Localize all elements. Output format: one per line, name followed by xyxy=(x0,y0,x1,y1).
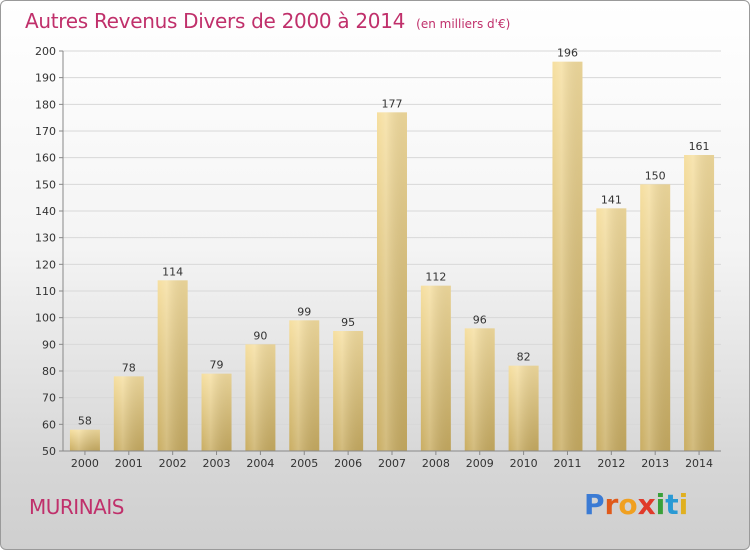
bar-value-label: 141 xyxy=(601,193,622,206)
x-tick-label: 2008 xyxy=(422,457,450,470)
bar-value-label: 112 xyxy=(425,271,446,284)
x-tick-label: 2002 xyxy=(159,457,187,470)
y-tick-label: 170 xyxy=(35,125,56,138)
bar-shading xyxy=(420,285,451,451)
bar-shading xyxy=(464,328,495,451)
bar-value-label: 79 xyxy=(210,359,224,372)
y-tick-label: 70 xyxy=(42,392,56,405)
logo-letter: i xyxy=(655,488,666,521)
x-tick-label: 2007 xyxy=(378,457,406,470)
commune-name: MURINAIS xyxy=(29,495,124,519)
bar-value-label: 95 xyxy=(341,316,355,329)
y-tick-label: 180 xyxy=(35,98,56,111)
x-tick-label: 2014 xyxy=(685,457,713,470)
bar-value-label: 196 xyxy=(557,47,578,60)
bar-value-label: 82 xyxy=(517,351,531,364)
y-tick-label: 190 xyxy=(35,72,56,85)
bar-shading xyxy=(596,208,627,451)
y-tick-label: 200 xyxy=(35,45,56,58)
logo-letter: t xyxy=(665,488,679,521)
x-tick-label: 2012 xyxy=(597,457,625,470)
y-tick-label: 80 xyxy=(42,365,56,378)
y-tick-label: 60 xyxy=(42,418,56,431)
bar-shading xyxy=(69,429,100,451)
bar-value-label: 78 xyxy=(122,361,136,374)
bar-shading xyxy=(289,320,320,451)
y-tick-label: 150 xyxy=(35,178,56,191)
bar-value-label: 177 xyxy=(382,97,403,110)
x-tick-label: 2006 xyxy=(334,457,362,470)
bar-shading xyxy=(684,155,715,451)
x-tick-label: 2010 xyxy=(510,457,538,470)
logo-letter: o xyxy=(618,488,638,521)
bar-value-label: 114 xyxy=(162,265,183,278)
y-tick-label: 160 xyxy=(35,152,56,165)
chart-subtitle: (en milliers d'€) xyxy=(416,17,511,31)
bar-shading xyxy=(552,61,583,452)
bar-value-label: 58 xyxy=(78,415,92,428)
bar-shading xyxy=(640,184,671,452)
bar-value-label: 150 xyxy=(645,169,666,182)
bar-value-label: 161 xyxy=(689,140,710,153)
y-tick-label: 140 xyxy=(35,205,56,218)
bar-shading xyxy=(201,373,232,451)
title-row: Autres Revenus Divers de 2000 à 2014 (en… xyxy=(25,9,510,33)
bar-value-label: 99 xyxy=(297,305,311,318)
logo-letter: i xyxy=(678,488,689,521)
x-tick-label: 2003 xyxy=(203,457,231,470)
x-tick-label: 2004 xyxy=(246,457,274,470)
chart-title: Autres Revenus Divers de 2000 à 2014 xyxy=(25,9,406,33)
y-tick-label: 120 xyxy=(35,258,56,271)
logo-letter: x xyxy=(637,488,656,521)
x-tick-label: 2013 xyxy=(641,457,669,470)
bar-shading xyxy=(333,331,364,451)
bar-shading xyxy=(157,280,188,451)
y-tick-label: 130 xyxy=(35,232,56,245)
x-tick-label: 2001 xyxy=(115,457,143,470)
x-tick-label: 2000 xyxy=(71,457,99,470)
x-tick-label: 2011 xyxy=(553,457,581,470)
bar-value-label: 96 xyxy=(473,313,487,326)
bar-shading xyxy=(508,365,539,451)
y-tick-label: 90 xyxy=(42,338,56,351)
y-tick-label: 100 xyxy=(35,312,56,325)
bar-value-label: 90 xyxy=(253,329,267,342)
bar-shading xyxy=(113,376,144,451)
x-tick-label: 2009 xyxy=(466,457,494,470)
logo-letter: r xyxy=(604,488,619,521)
proxiti-logo: Proxiti xyxy=(584,488,688,521)
logo-letter: P xyxy=(584,488,605,521)
bar-shading xyxy=(377,112,407,451)
bar-shading xyxy=(245,344,276,451)
x-tick-label: 2005 xyxy=(290,457,318,470)
y-tick-label: 50 xyxy=(42,445,56,458)
y-tick-label: 110 xyxy=(35,285,56,298)
